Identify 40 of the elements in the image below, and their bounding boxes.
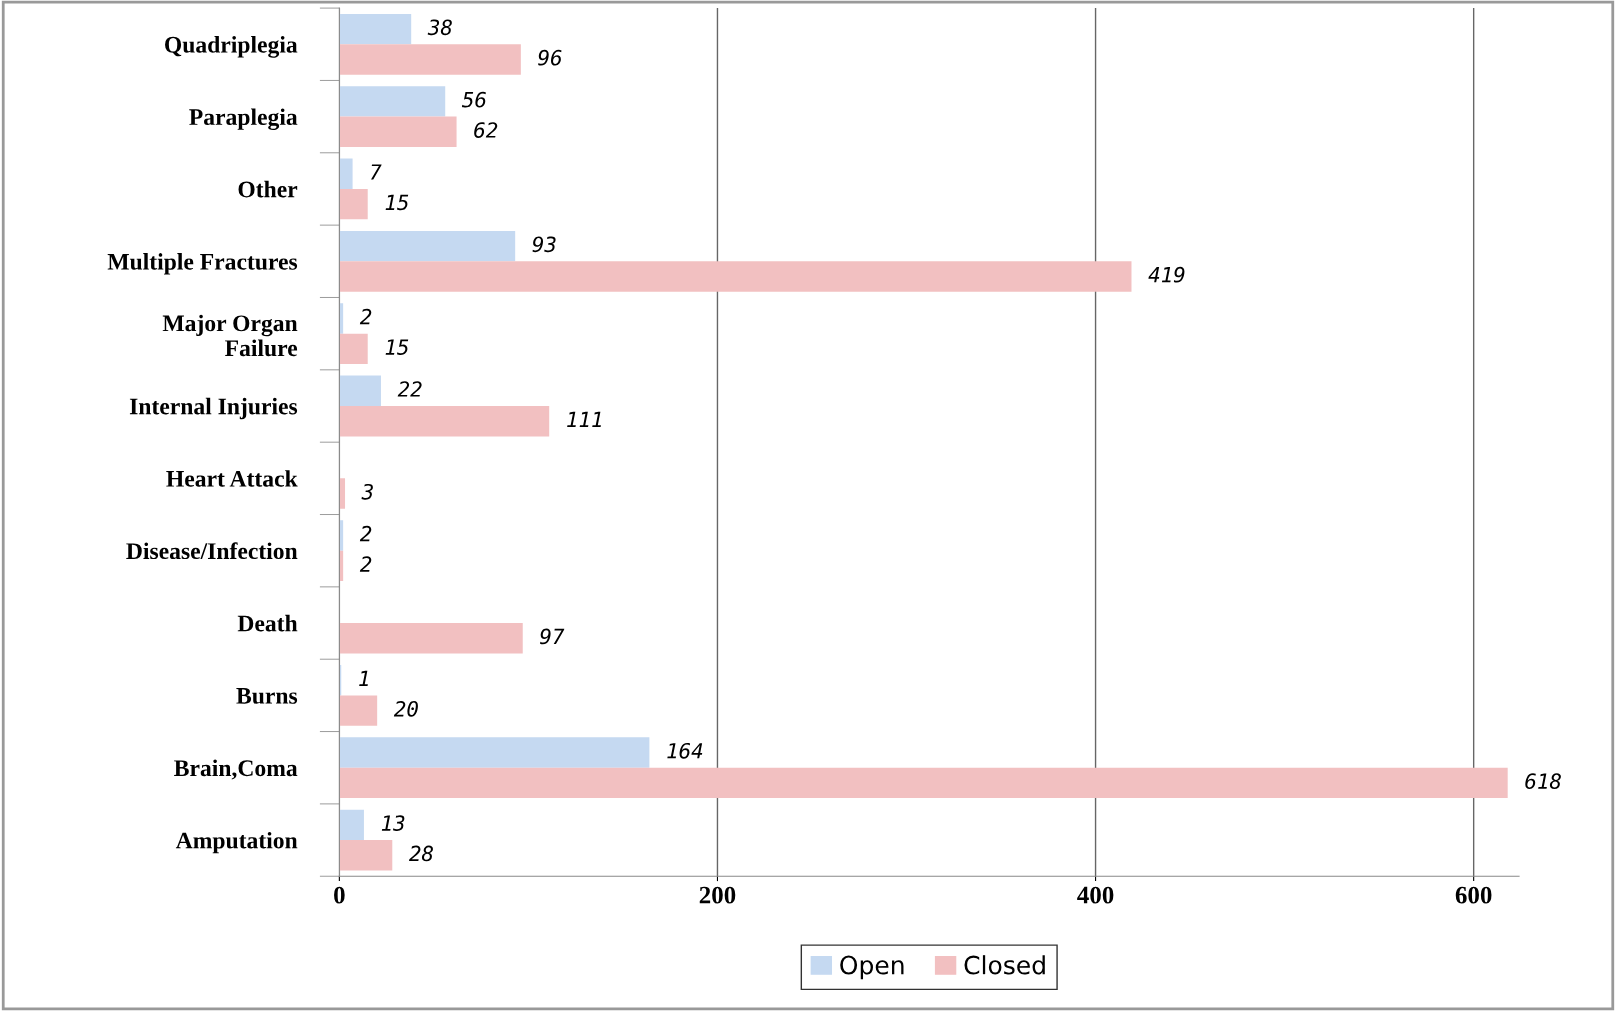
data-label: 15 [385, 339, 409, 355]
data-label: 2 [359, 525, 372, 542]
y-tick-label: Heart Attack [166, 470, 298, 487]
x-tick-label: 200 [699, 886, 736, 904]
y-tick-label: Paraplegia [189, 108, 298, 131]
data-label: 38 [427, 19, 452, 36]
data-label: 15 [385, 194, 409, 211]
data-label: 7 [371, 164, 382, 180]
data-label: 2 [359, 308, 372, 325]
y-tick-label: Other [238, 180, 298, 198]
data-label: 419 [1148, 266, 1185, 283]
data-label: 618 [1525, 773, 1561, 790]
data-label: 93 [532, 236, 556, 253]
data-label: 62 [474, 122, 498, 138]
y-tick-label: Amputation [175, 831, 298, 854]
data-label: 96 [538, 49, 562, 66]
data-label: 111 [567, 411, 601, 427]
y-tick-label: Multiple Fractures [107, 253, 298, 275]
y-tick-label: Brain,Coma [174, 759, 298, 780]
x-tick-label: 0 [334, 886, 345, 904]
data-label: 56 [461, 91, 486, 108]
y-tick-label: Death [237, 614, 298, 632]
data-label: 28 [409, 845, 433, 862]
y-tick-label: Major Organ Failure [162, 314, 298, 357]
x-tick-label: 600 [1455, 886, 1492, 904]
y-tick-label: Disease/Infection [126, 542, 298, 560]
y-tick-label: Internal Injuries [129, 397, 298, 420]
x-tick-label: 400 [1077, 886, 1114, 904]
y-tick-label: Quadriplegia [165, 36, 298, 58]
data-label: 97 [540, 628, 565, 645]
data-label: 13 [381, 815, 405, 831]
data-label: 2 [359, 556, 372, 572]
legend-label: Closed [964, 955, 1045, 975]
y-tick-label: Burns [236, 688, 298, 704]
data-label: 20 [393, 700, 418, 717]
legend-label: Open [840, 955, 904, 980]
data-label: 22 [397, 381, 422, 397]
data-label: 1 [359, 670, 368, 686]
data-label: 3 [361, 483, 373, 500]
data-label: 164 [667, 742, 703, 759]
